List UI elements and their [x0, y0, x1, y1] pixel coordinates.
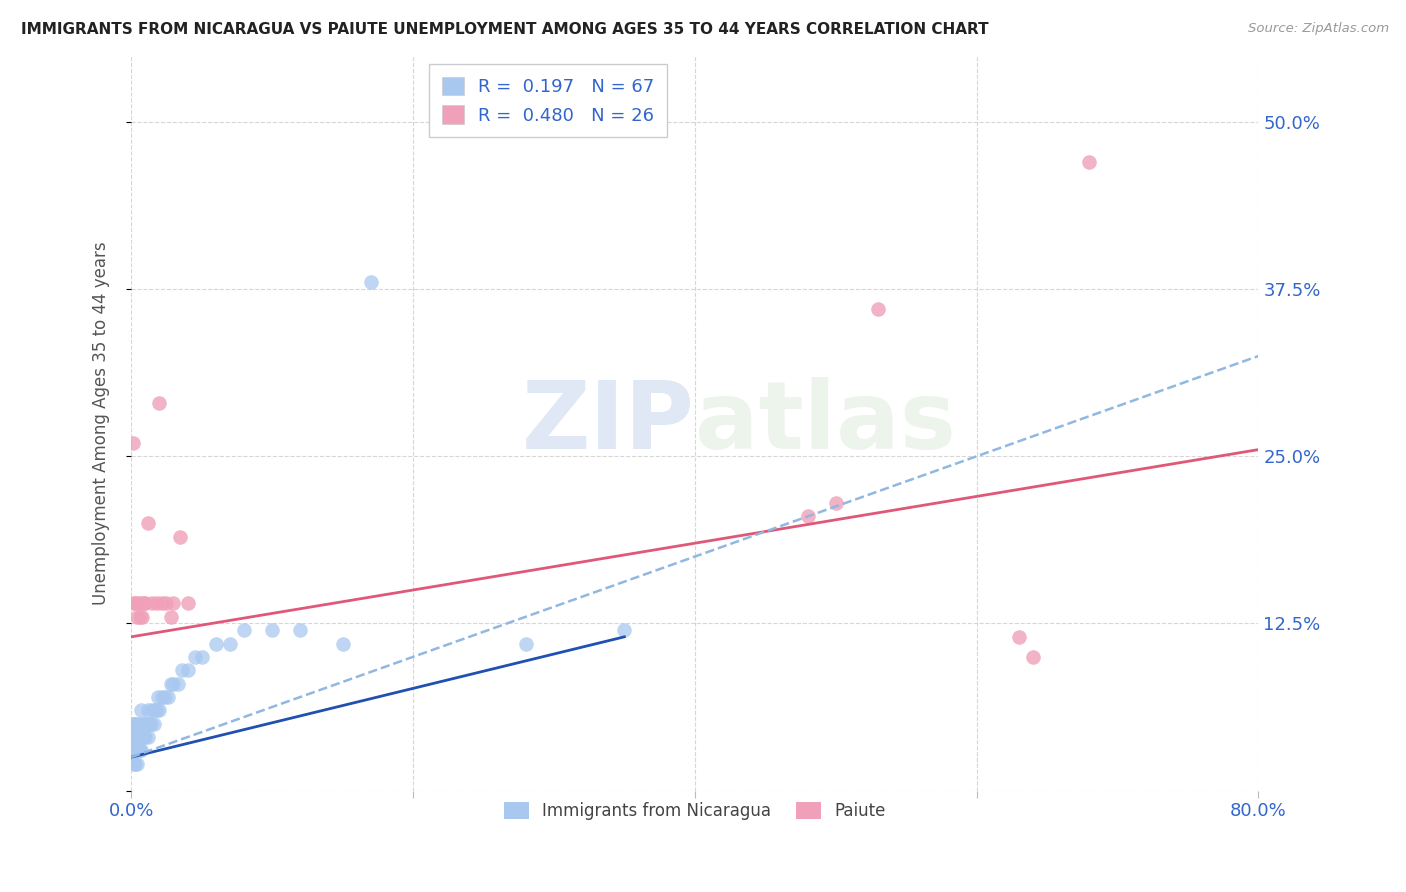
- Point: [262, 623, 284, 637]
- Point: [121, 730, 143, 744]
- Point: [166, 676, 188, 690]
- Point: [136, 730, 159, 744]
- Point: [162, 676, 184, 690]
- Point: [136, 516, 159, 531]
- Point: [143, 703, 166, 717]
- Point: [135, 716, 157, 731]
- Point: [122, 716, 145, 731]
- Point: [125, 609, 148, 624]
- Point: [128, 730, 150, 744]
- Point: [122, 756, 145, 771]
- Text: ZIP: ZIP: [522, 377, 695, 469]
- Text: Source: ZipAtlas.com: Source: ZipAtlas.com: [1249, 22, 1389, 36]
- Point: [170, 663, 193, 677]
- Point: [1078, 155, 1101, 169]
- Point: [146, 690, 169, 704]
- Text: atlas: atlas: [695, 377, 956, 469]
- Point: [128, 716, 150, 731]
- Point: [128, 609, 150, 624]
- Point: [131, 730, 153, 744]
- Point: [332, 636, 354, 650]
- Point: [127, 743, 149, 757]
- Point: [156, 690, 179, 704]
- Point: [129, 743, 152, 757]
- Point: [613, 623, 636, 637]
- Point: [824, 496, 846, 510]
- Point: [122, 730, 145, 744]
- Point: [145, 596, 167, 610]
- Point: [122, 743, 145, 757]
- Point: [141, 703, 163, 717]
- Legend: Immigrants from Nicaragua, Paiute: Immigrants from Nicaragua, Paiute: [498, 795, 893, 826]
- Point: [125, 743, 148, 757]
- Point: [232, 623, 254, 637]
- Point: [121, 743, 143, 757]
- Point: [131, 609, 153, 624]
- Point: [176, 596, 198, 610]
- Point: [796, 509, 818, 524]
- Point: [125, 730, 148, 744]
- Point: [204, 636, 226, 650]
- Point: [122, 596, 145, 610]
- Point: [141, 596, 163, 610]
- Point: [122, 743, 145, 757]
- Text: IMMIGRANTS FROM NICARAGUA VS PAIUTE UNEMPLOYMENT AMONG AGES 35 TO 44 YEARS CORRE: IMMIGRANTS FROM NICARAGUA VS PAIUTE UNEM…: [21, 22, 988, 37]
- Point: [1022, 649, 1045, 664]
- Point: [124, 716, 146, 731]
- Point: [515, 636, 537, 650]
- Point: [121, 436, 143, 450]
- Point: [121, 716, 143, 731]
- Point: [122, 730, 145, 744]
- Point: [124, 756, 146, 771]
- Point: [131, 716, 153, 731]
- Point: [124, 743, 146, 757]
- Point: [124, 743, 146, 757]
- Point: [127, 743, 149, 757]
- Point: [125, 756, 148, 771]
- Point: [129, 596, 152, 610]
- Point: [159, 609, 181, 624]
- Point: [153, 690, 176, 704]
- Point: [145, 703, 167, 717]
- Point: [183, 649, 205, 664]
- Point: [1008, 630, 1031, 644]
- Point: [121, 730, 143, 744]
- Point: [142, 716, 165, 731]
- Point: [148, 703, 170, 717]
- Point: [124, 730, 146, 744]
- Point: [132, 596, 155, 610]
- Point: [139, 716, 162, 731]
- Point: [159, 676, 181, 690]
- Point: [132, 730, 155, 744]
- Point: [150, 690, 173, 704]
- Point: [190, 649, 212, 664]
- Point: [290, 623, 312, 637]
- Point: [124, 596, 146, 610]
- Point: [134, 716, 156, 731]
- Point: [129, 730, 152, 744]
- Point: [148, 396, 170, 410]
- Point: [121, 743, 143, 757]
- Point: [138, 716, 160, 731]
- Point: [134, 730, 156, 744]
- Point: [134, 596, 156, 610]
- Point: [127, 596, 149, 610]
- Point: [132, 716, 155, 731]
- Point: [169, 529, 191, 543]
- Point: [155, 596, 177, 610]
- Point: [125, 743, 148, 757]
- Point: [218, 636, 240, 650]
- Point: [127, 730, 149, 744]
- Point: [136, 703, 159, 717]
- Point: [150, 596, 173, 610]
- Point: [866, 302, 889, 317]
- Point: [127, 730, 149, 744]
- Point: [162, 596, 184, 610]
- Point: [125, 716, 148, 731]
- Y-axis label: Unemployment Among Ages 35 to 44 years: Unemployment Among Ages 35 to 44 years: [93, 241, 110, 605]
- Point: [128, 743, 150, 757]
- Point: [360, 276, 382, 290]
- Point: [129, 703, 152, 717]
- Point: [176, 663, 198, 677]
